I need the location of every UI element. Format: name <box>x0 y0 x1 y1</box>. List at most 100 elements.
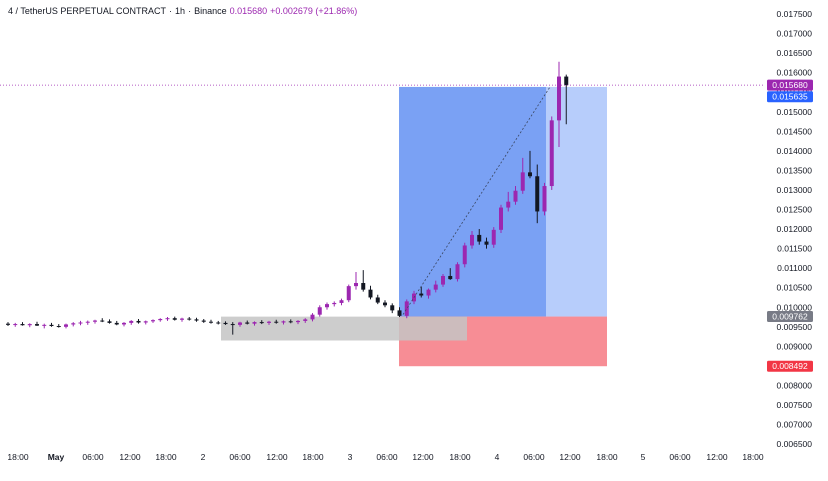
candle-bull <box>441 275 445 285</box>
last-price-tag-bg <box>767 79 813 91</box>
candle-bear <box>107 321 112 323</box>
symbol-name[interactable]: 4 / TetherUS PERPETUAL CONTRACT <box>8 6 167 16</box>
candle-bear <box>361 283 366 290</box>
stop-price-tag-bg <box>767 360 813 372</box>
candle-bear <box>448 275 453 280</box>
candle-bull <box>13 324 18 326</box>
entry-price-tag-bg <box>767 311 813 323</box>
candle-bull <box>310 314 315 320</box>
candle-bear <box>397 310 402 316</box>
timeframe-label[interactable]: 1h <box>175 6 186 16</box>
price-axis[interactable]: 0.0175000.0170000.0165000.0160000.015500… <box>777 9 813 449</box>
time-tick-label: 12:00 <box>559 452 581 462</box>
candle-bear <box>216 322 221 324</box>
candle-bull <box>93 320 97 322</box>
price-tick-label: 0.017000 <box>777 29 813 39</box>
price-tick-label: 0.016000 <box>777 68 813 78</box>
price-tick-label: 0.010000 <box>777 302 813 312</box>
candle-bull <box>85 321 90 323</box>
candle-bear <box>259 322 264 324</box>
candle-bull <box>557 76 561 121</box>
candle-bull <box>404 301 409 316</box>
separator: · <box>188 6 192 16</box>
time-tick-label: 4 <box>495 452 500 462</box>
candle-bear <box>288 321 293 323</box>
candle-bull <box>27 324 32 326</box>
candle-bear <box>56 326 61 328</box>
candle-bear <box>383 302 387 306</box>
candle-bull <box>491 229 496 245</box>
candle-bull <box>542 186 547 212</box>
stop-price-tag-label: 0.008492 <box>772 361 808 371</box>
candle-bull <box>281 321 286 323</box>
time-tick-label: 18:00 <box>302 452 324 462</box>
overlay-lines <box>0 84 765 315</box>
candle-bear <box>20 324 25 326</box>
candle-bull <box>165 318 170 320</box>
position-trend-line <box>402 86 551 315</box>
time-tick-label: 06:00 <box>229 452 251 462</box>
time-tick-label: 3 <box>348 452 353 462</box>
candle-bull <box>42 324 47 326</box>
price-tick-label: 0.011000 <box>777 263 812 273</box>
price-tick-label: 0.015000 <box>777 107 813 117</box>
candle-bear <box>245 322 250 324</box>
price-tick-label: 0.007500 <box>777 400 813 410</box>
candle-bull <box>470 234 474 246</box>
candle-bull <box>238 322 242 325</box>
candle-bear <box>368 289 373 298</box>
price-tick-label: 0.008000 <box>777 380 813 390</box>
candle-bull <box>143 321 148 323</box>
candle-bear <box>100 320 105 322</box>
candle-bull <box>71 323 76 325</box>
candle-bear <box>484 241 489 245</box>
time-tick-label: May <box>48 452 65 462</box>
candle-bull <box>317 307 322 315</box>
time-tick-label: 18:00 <box>7 452 29 462</box>
candles <box>6 61 569 335</box>
candle-bear <box>477 234 482 242</box>
candle-bull <box>303 319 308 321</box>
candle-bull <box>64 324 68 327</box>
price-tick-label: 0.013000 <box>777 185 813 195</box>
price-tags: 0.015680 0.015635 0.009762 0.008492 <box>767 79 813 372</box>
price-tick-label: 0.014000 <box>777 146 813 156</box>
time-tick-label: 5 <box>641 452 646 462</box>
last-price-tag-label: 0.015680 <box>772 80 808 90</box>
candle-bull <box>151 320 155 322</box>
candle-bull <box>513 190 518 202</box>
candle-bull <box>122 322 126 325</box>
candle-bear <box>49 324 54 327</box>
candle-bear <box>209 321 213 323</box>
candle-bull <box>433 284 438 290</box>
time-tick-label: 2 <box>201 452 206 462</box>
time-tick-label: 06:00 <box>669 452 691 462</box>
exchange-label: Binance <box>194 6 227 16</box>
time-tick-label: 12:00 <box>266 452 288 462</box>
separator: · <box>169 6 173 16</box>
price-tick-label: 0.013500 <box>777 165 813 175</box>
profit-zone <box>399 86 546 317</box>
price-tick-label: 0.007000 <box>777 420 813 430</box>
candle-bear <box>6 323 10 325</box>
candle-bear <box>535 176 540 212</box>
time-tick-label: 06:00 <box>82 452 104 462</box>
time-axis[interactable]: 18:00 May 06:00 12:00 18:00 2 06:00 12:00 18:00 3… <box>7 452 764 462</box>
candle-bull <box>426 289 431 296</box>
candle-bull <box>549 120 554 187</box>
candle-bear <box>419 293 424 296</box>
candle-bull <box>506 201 511 208</box>
price-tick-label: 0.016500 <box>777 48 813 58</box>
candle-bull <box>129 320 134 323</box>
candle-bear <box>564 76 569 86</box>
time-tick-label: 12:00 <box>119 452 141 462</box>
candle-bull <box>78 322 83 324</box>
candle-bear <box>187 318 192 320</box>
chart-legend-header: 4 / TetherUS PERPETUAL CONTRACT · 1h · Binan… <box>8 6 357 16</box>
candle-bull <box>296 320 300 323</box>
candle-bear <box>194 319 199 321</box>
candle-bull <box>462 245 467 265</box>
price-tick-label: 0.010500 <box>777 283 813 293</box>
